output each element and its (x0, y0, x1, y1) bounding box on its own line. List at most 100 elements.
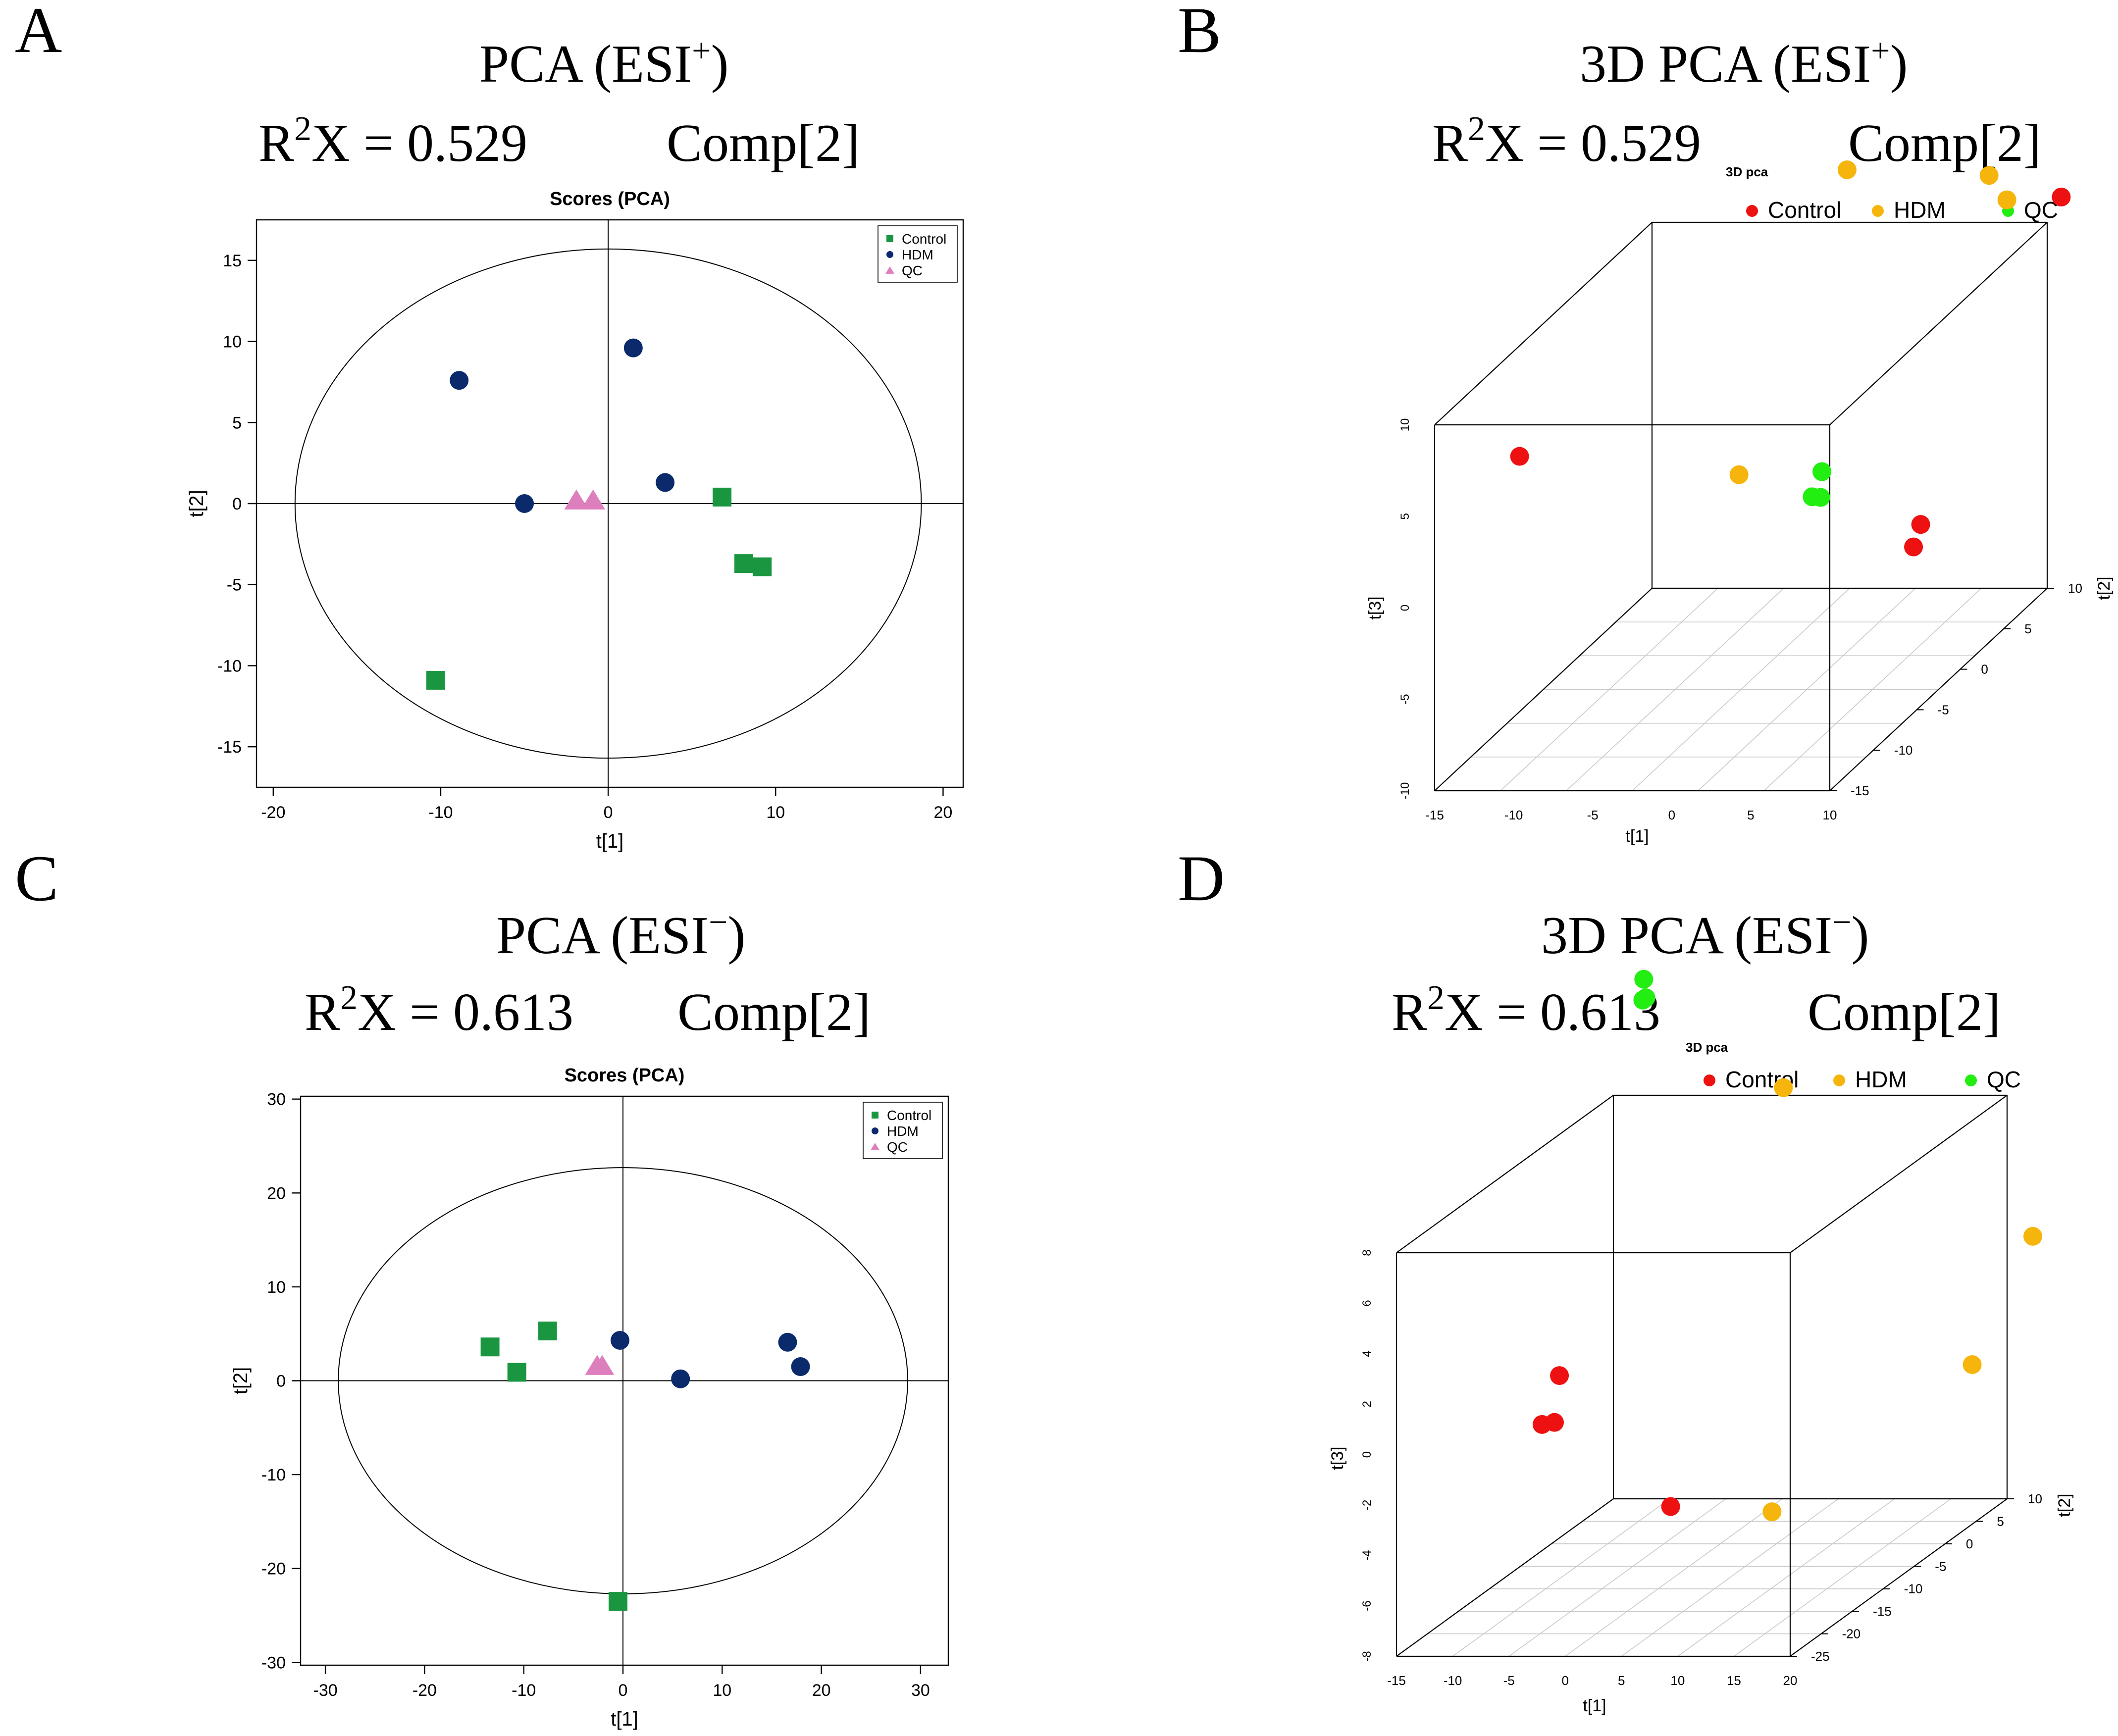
legend-label-qc: QC (887, 1139, 908, 1155)
y-tick-label: 5 (2024, 621, 2031, 636)
y-tick-label: -5 (227, 576, 242, 595)
x-tick-label: -20 (261, 803, 285, 822)
data-point-hdm (778, 1332, 797, 1352)
panel-letter-b: B (1178, 0, 1221, 66)
legend-label-hdm: HDM (1855, 1067, 1907, 1092)
data-point-qc (1633, 990, 1653, 1010)
y-tick-label: 10 (2028, 1491, 2042, 1506)
legend-label-qc: QC (2024, 197, 2058, 223)
legend-marker-control (886, 235, 893, 242)
z-tick-label: 6 (1360, 1300, 1374, 1306)
x-tick-label: -10 (1444, 1673, 1462, 1688)
y-tick-label: 0 (1981, 662, 1988, 677)
data-point-hdm (1729, 465, 1749, 484)
z-tick-label: 2 (1360, 1401, 1374, 1407)
panel-b-comp: Comp[2] (1848, 114, 2041, 173)
x-tick-label: 15 (1727, 1673, 1741, 1688)
legend-marker-qc (885, 266, 895, 274)
x-tick-label: 5 (1618, 1673, 1625, 1688)
legend-marker-hdm (1872, 205, 1884, 217)
data-point-control (1661, 1497, 1680, 1516)
y-tick-label: -15 (1851, 783, 1869, 798)
panel-letter-c: C (15, 842, 58, 915)
z-tick-label: -5 (1398, 694, 1412, 705)
legend-label-hdm: HDM (887, 1123, 919, 1139)
y-tick-label: -15 (217, 738, 242, 757)
data-point-hdm (1837, 160, 1857, 180)
data-point-qc (1812, 462, 1832, 481)
y-tick-label: 10 (267, 1278, 286, 1297)
data-point-control (1911, 515, 1930, 534)
data-point-control (426, 670, 445, 690)
y-tick-label: 30 (267, 1090, 286, 1109)
y-axis-label: t[2] (230, 1367, 252, 1395)
box-edge (1434, 588, 1653, 791)
panel-d-heading: 3D PCA (ESI−) (1541, 903, 1869, 965)
z-tick-label: 5 (1398, 513, 1412, 519)
floor-grid-line (1452, 1498, 1670, 1657)
z-tick-label: 0 (1398, 605, 1412, 611)
data-point-hdm (1774, 1078, 1793, 1097)
pca3d-plot-b: 3D pca Control HDM QC -15 -10 -5 0 5 10 -15 -10 -5 0 5… (1366, 160, 2114, 846)
legend-label-hdm: HDM (1894, 197, 1946, 223)
x-tick-label: 20 (1783, 1673, 1798, 1688)
data-point-hdm (515, 494, 534, 513)
data-point-control (2052, 187, 2071, 206)
floor-grid-line (1565, 1498, 1783, 1657)
y-axis-label: t[2] (2095, 576, 2114, 600)
chart-title: Scores (PCA) (565, 1065, 685, 1086)
x-tick-label: -10 (1504, 808, 1523, 822)
x-tick-label: -20 (413, 1681, 437, 1700)
box-edge (1396, 1498, 1614, 1657)
legend-label-qc: QC (1987, 1067, 2021, 1092)
x-tick-label: 10 (1823, 808, 1837, 822)
legend-marker-qc (1965, 1074, 1977, 1086)
box-edge (1829, 222, 2048, 425)
data-point-hdm (1997, 190, 2016, 209)
panel-b-r2x: R2X = 0.529 (1432, 110, 1701, 173)
panel-c-heading: PCA (ESI−) (496, 903, 745, 965)
legend-marker-hdm (886, 251, 893, 258)
legend-marker-hdm (872, 1127, 878, 1134)
chart-title: 3D pca (1686, 1040, 1728, 1055)
box-edge (1396, 1095, 1614, 1253)
y-tick-label: -10 (261, 1466, 286, 1484)
panel-c: C PCA (ESI−) R2X = 0.613 Comp[2] Scores … (15, 842, 949, 1730)
data-point-qc (590, 1355, 615, 1375)
floor-grid-line (1621, 1498, 1839, 1657)
y-tick-label: -10 (217, 657, 242, 675)
x-tick-label: 0 (1668, 808, 1675, 822)
panel-d-comp: Comp[2] (1808, 983, 2001, 1042)
panel-a-r2x: R2X = 0.529 (258, 110, 527, 173)
z-tick-label: 0 (1360, 1451, 1374, 1458)
y-tick-label: -30 (261, 1653, 286, 1672)
box-edge (1790, 1498, 2008, 1657)
panel-c-comp: Comp[2] (677, 983, 871, 1042)
panel-letter-d: D (1178, 842, 1225, 915)
x-tick-label: -10 (428, 803, 453, 822)
x-axis-label: t[1] (1583, 1696, 1606, 1715)
data-point-qc (581, 489, 606, 510)
z-tick-label: -10 (1398, 782, 1412, 800)
data-point-hdm (1979, 166, 1999, 185)
pca-plot-c: Scores (PCA) -30 -20 -10 0 10 20 30 -30 -20 -10 0 10… (230, 1065, 949, 1730)
data-point-hdm (656, 473, 675, 492)
pca-plot-a: Scores (PCA) -20 -10 0 10 20 -15 -10 -5 0 5 10 15 t[1… (186, 189, 964, 852)
data-point-hdm (610, 1330, 629, 1350)
z-tick-label: -8 (1360, 1651, 1374, 1661)
data-point-hdm (450, 371, 469, 390)
panel-d-r2x: R2X = 0.613 (1392, 979, 1660, 1042)
legend-label-hdm: HDM (902, 247, 933, 262)
data-point-hdm (1762, 1502, 1782, 1522)
z-tick-label: 4 (1360, 1350, 1374, 1357)
panel-d: D 3D PCA (ESI−) R2X = 0.613 Comp[2] 3D p… (1178, 842, 2074, 1715)
x-tick-label: -30 (313, 1681, 338, 1700)
z-tick-label: -2 (1360, 1500, 1374, 1510)
data-point-qc (1634, 970, 1653, 989)
data-point-hdm (791, 1357, 810, 1377)
data-point-hdm (1963, 1355, 1982, 1374)
legend-label-qc: QC (902, 263, 923, 278)
y-tick-label: 0 (1966, 1536, 1973, 1551)
